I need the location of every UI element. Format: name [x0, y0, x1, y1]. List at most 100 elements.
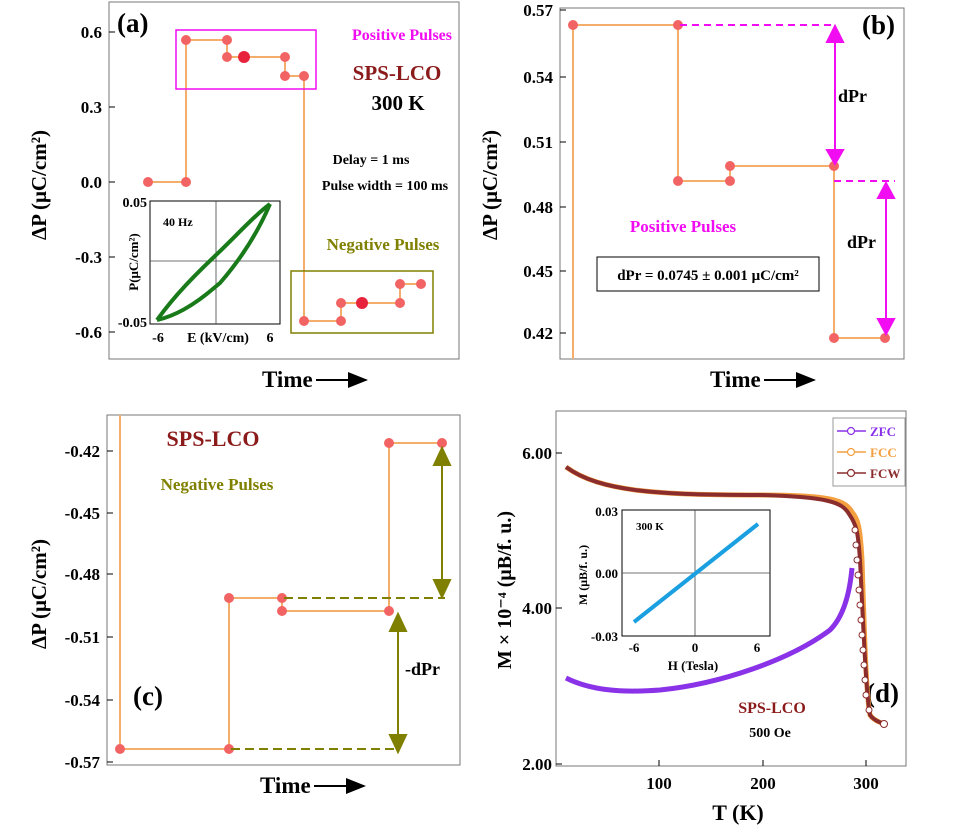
- panel-a-point: [395, 298, 405, 308]
- panel-d-inset-ylabel: M (μB/f. u.): [576, 545, 590, 605]
- panel-a-negative-pulses: Negative Pulses: [327, 235, 440, 254]
- panel-d-fcw-point: [860, 661, 868, 669]
- panel-a-inset-xtick-1: -6: [152, 331, 164, 346]
- panel-d-legend-fcw: FCW: [870, 466, 900, 481]
- panel-d-label: (d): [866, 678, 899, 708]
- panel-b-step-trace: [572, 24, 885, 359]
- panel-a-negative-box: [290, 270, 434, 334]
- panel-d-fcw-point: [851, 526, 859, 534]
- panel-d-fcw-point: [858, 631, 866, 639]
- panel-a: 0.6 0.3 0.0 -0.3 -0.6 ΔP (μC/cm²) (a): [27, 1, 460, 392]
- panel-a-yticks: 0.6 0.3 0.0 -0.3 -0.6: [75, 23, 115, 342]
- panel-c-markers: [115, 438, 447, 754]
- panel-b-equation: dPr = 0.0745 ± 0.001 μC/cm²: [617, 268, 799, 284]
- panel-d-inset: 300 K 0.03 0.00 -0.03 -6 0 6 H (Tesla) M…: [576, 504, 771, 673]
- panel-d-inset-ytick-3: -0.03: [591, 629, 619, 644]
- panel-d-fcw-point: [862, 691, 870, 699]
- panel-a-ylabel: ΔP (μC/cm²): [27, 130, 51, 240]
- panel-a-inset: 40 Hz 0.05 -0.05 -6 6 E (kV/cm) P(μC/cm²…: [118, 196, 281, 346]
- panel-c-ytick-4: -0.51: [65, 628, 100, 647]
- panel-c-ytick-1: -0.42: [65, 442, 100, 461]
- panel-c-yticks: -0.42 -0.45 -0.48 -0.51 -0.54 -0.57: [65, 442, 113, 772]
- panel-a-ytick-3: 0.0: [81, 173, 102, 192]
- panel-a-point: [299, 316, 309, 326]
- panel-c-point: [224, 744, 234, 754]
- panel-a-step-trace: [148, 39, 421, 322]
- panel-d-legend-fcc: FCC: [870, 445, 897, 460]
- panel-d-xtick-3: 300: [853, 774, 879, 793]
- panel-d-inset-xtick-3: 6: [754, 640, 761, 655]
- panel-a-point: [280, 52, 290, 62]
- panel-a-ytick-4: -0.3: [75, 248, 102, 267]
- panel-d-inset-ytick-1: 0.03: [595, 504, 618, 519]
- panel-b-ytick-3: 0.51: [523, 133, 553, 152]
- panel-a-markers: [143, 35, 426, 326]
- panel-a-point: [181, 177, 191, 187]
- panel-b-equation-box: [596, 256, 820, 292]
- panel-a-pulse-width: Pulse width = 100 ms: [322, 179, 449, 194]
- panel-a-point: [395, 279, 405, 289]
- panel-a-ytick-5: -0.6: [75, 323, 102, 342]
- panel-d-xtick-2: 200: [750, 774, 776, 793]
- panel-a-point: [143, 177, 153, 187]
- panel-d-legend: ZFC FCC FCW: [832, 417, 906, 487]
- panel-b-point: [725, 176, 735, 186]
- panel-d-fcw-point: [853, 556, 861, 564]
- panel-b-ylabel: ΔP (μC/cm²): [478, 130, 502, 240]
- panel-c-ylabel: ΔP (μC/cm²): [27, 539, 51, 649]
- panel-a-inset-ytick-2: -0.05: [118, 316, 147, 331]
- panel-a-point: [280, 71, 290, 81]
- panel-b-yticks: 0.57 0.54 0.51 0.48 0.45 0.42: [523, 1, 566, 343]
- panel-c-point: [224, 593, 234, 603]
- panel-a-temperature: 300 K: [371, 91, 425, 115]
- panel-a-inset-freq: 40 Hz: [163, 215, 193, 229]
- panel-d-sample: SPS-LCO: [738, 700, 806, 717]
- panel-a-inset-xtick-2: 6: [267, 331, 274, 346]
- panel-c-point: [384, 438, 394, 448]
- panel-a-frame: [108, 1, 460, 360]
- panel-d-ytick-3: 2.00: [522, 755, 552, 774]
- panel-a-point: [238, 51, 250, 63]
- panel-a-inset-xlabel: E (kV/cm): [187, 331, 249, 346]
- panel-a-inset-upper-branch: [155, 202, 272, 322]
- panel-c-frame: [106, 414, 461, 766]
- panel-d-fcw-point: [857, 616, 865, 624]
- panel-a-point: [299, 71, 309, 81]
- panel-d-inset-xtick-1: -6: [629, 640, 640, 655]
- panel-d-fcw-point: [854, 571, 862, 579]
- panel-c-ytick-3: -0.48: [65, 565, 100, 584]
- panel-b-ytick-1: 0.57: [523, 1, 553, 20]
- panel-c-ytick-6: -0.57: [65, 753, 101, 772]
- panel-a-positive-pulses: Positive Pulses: [352, 27, 452, 44]
- panel-c-point: [437, 438, 447, 448]
- panel-a-point: [222, 35, 232, 45]
- panel-a-point: [336, 298, 346, 308]
- panel-a-point: [356, 297, 368, 309]
- panel-d-fcw-curve: [564, 465, 887, 726]
- panel-d-inset-temp: 300 K: [636, 521, 664, 533]
- panel-c-point: [277, 593, 287, 603]
- panel-d-fcw-point: [865, 706, 873, 714]
- panel-a-inset-ytick-1: 0.05: [123, 196, 148, 211]
- panel-d-field: 500 Oe: [749, 726, 791, 741]
- panel-c-step-trace: [119, 415, 442, 750]
- panel-d-inset-line: [632, 522, 760, 624]
- panel-a-point: [181, 35, 191, 45]
- panel-b-dpr-guides: [680, 23, 896, 337]
- panel-d-fcw-point: [852, 541, 860, 549]
- panel-d-ylabel: M × 10⁻⁴ (μB/f. u.): [494, 511, 516, 669]
- panel-c-point: [115, 744, 125, 754]
- panel-d-fcw-point: [859, 646, 867, 654]
- panel-d-xticks: 100 200 300: [646, 760, 879, 793]
- panel-d-xlabel: T (K): [712, 800, 764, 825]
- panel-d-inset-xtick-2: 0: [692, 640, 699, 655]
- panel-c-sample: SPS-LCO: [167, 426, 260, 451]
- panel-d-frame: [555, 410, 907, 767]
- panel-d-fcw-point: [880, 720, 888, 728]
- panel-c-time-label: Time: [260, 773, 311, 798]
- panel-d-fcw-point: [861, 676, 869, 684]
- panel-c-dpr-guides: [231, 445, 452, 755]
- panel-d-xtick-1: 100: [646, 774, 672, 793]
- panel-a-point: [416, 279, 426, 289]
